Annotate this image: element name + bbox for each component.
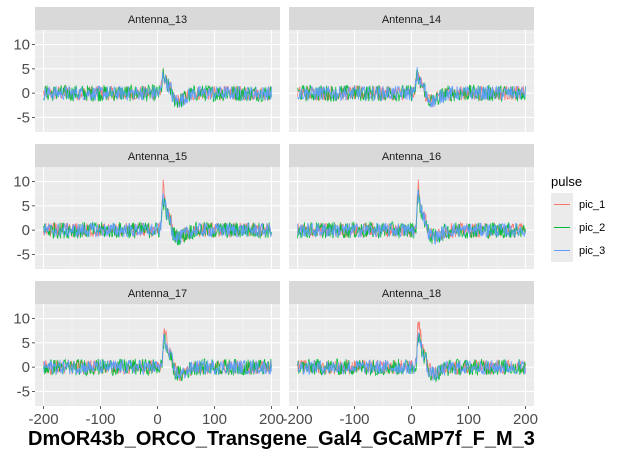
x-tick-label: 0 xyxy=(407,411,415,428)
y-tick-label: 0 xyxy=(22,222,30,239)
y-tick-label: 10 xyxy=(13,174,30,191)
x-axis-title: DmOR43b_ORCO_Transgene_Gal4_GCaMP7f_F_M_… xyxy=(28,428,535,450)
facet-strip xyxy=(35,144,280,167)
legend-key-pic-3 xyxy=(551,239,573,262)
y-tick-label: 10 xyxy=(13,311,30,328)
facet-strip-label: Antenna_17 xyxy=(128,288,187,300)
series-line-pic-3 xyxy=(43,192,272,244)
legend-item-pic-1: pic_1 xyxy=(551,193,605,216)
facet-strip-label: Antenna_18 xyxy=(382,288,441,300)
x-tick-label: 0 xyxy=(153,411,161,428)
facet-panel-3: Antenna_15 -5 0 5 10 xyxy=(13,144,280,269)
facet-strip xyxy=(289,281,534,304)
facet-strip-label: Antenna_15 xyxy=(128,151,187,163)
facet-strip xyxy=(289,7,534,30)
facet-strip-label: Antenna_16 xyxy=(382,151,441,163)
y-tick-label: 5 xyxy=(22,198,30,215)
y-tick-label: -5 xyxy=(17,109,30,126)
legend-label-pic-1: pic_1 xyxy=(579,198,606,211)
legend-key-pic-2 xyxy=(551,216,573,239)
facet-strip xyxy=(35,7,280,30)
y-tick-label: -5 xyxy=(17,383,30,400)
facet-panel-4: Antenna_16 xyxy=(289,144,534,269)
series-line-pic-3 xyxy=(43,333,272,379)
legend-label-pic-2: pic_2 xyxy=(579,221,606,234)
series-line-pic-3 xyxy=(297,332,526,381)
legend-item-pic-3: pic_3 xyxy=(551,239,605,262)
facet-strip-label: Antenna_14 xyxy=(382,14,441,26)
legend-item-pic-2: pic_2 xyxy=(551,216,605,239)
series-line-pic-3 xyxy=(297,66,526,108)
y-tick-label: 5 xyxy=(22,335,30,352)
x-tick-label: -100 xyxy=(340,411,370,428)
facet-panel-1: Antenna_13 -5 0 5 10 xyxy=(13,7,280,132)
legend-title: pulse xyxy=(551,174,583,189)
facet-strip xyxy=(289,144,534,167)
facet-panel-5: Antenna_17 -5 0 5 10 -200 -100 0 100 200 xyxy=(13,281,284,428)
x-tick-label: -100 xyxy=(86,411,116,428)
y-tick-label: 10 xyxy=(13,37,30,54)
y-tick-label: 0 xyxy=(22,359,30,376)
series-line-pic-2 xyxy=(297,67,526,107)
legend: pulse pic_1 pic_2 pic_3 xyxy=(551,174,605,262)
x-tick-label: 100 xyxy=(456,411,481,428)
facet-strip-label: Antenna_13 xyxy=(128,14,187,26)
legend-label-pic-3: pic_3 xyxy=(579,244,606,257)
series-line-pic-3 xyxy=(297,189,526,245)
x-tick-label: 200 xyxy=(259,411,284,428)
series-line-pic-3 xyxy=(43,71,272,108)
x-tick-label: 100 xyxy=(202,411,227,428)
x-tick-label: -200 xyxy=(283,411,313,428)
y-tick-label: 0 xyxy=(22,85,30,102)
y-tick-label: 5 xyxy=(22,61,30,78)
facet-panel-6: Antenna_18 -200 -100 0 100 200 xyxy=(283,281,538,428)
legend-key-pic-1 xyxy=(551,193,573,216)
facet-strip xyxy=(35,281,280,304)
x-tick-label: -200 xyxy=(29,411,59,428)
y-tick-label: -5 xyxy=(17,246,30,263)
x-tick-label: 200 xyxy=(513,411,538,428)
facet-panel-2: Antenna_14 xyxy=(289,7,534,132)
